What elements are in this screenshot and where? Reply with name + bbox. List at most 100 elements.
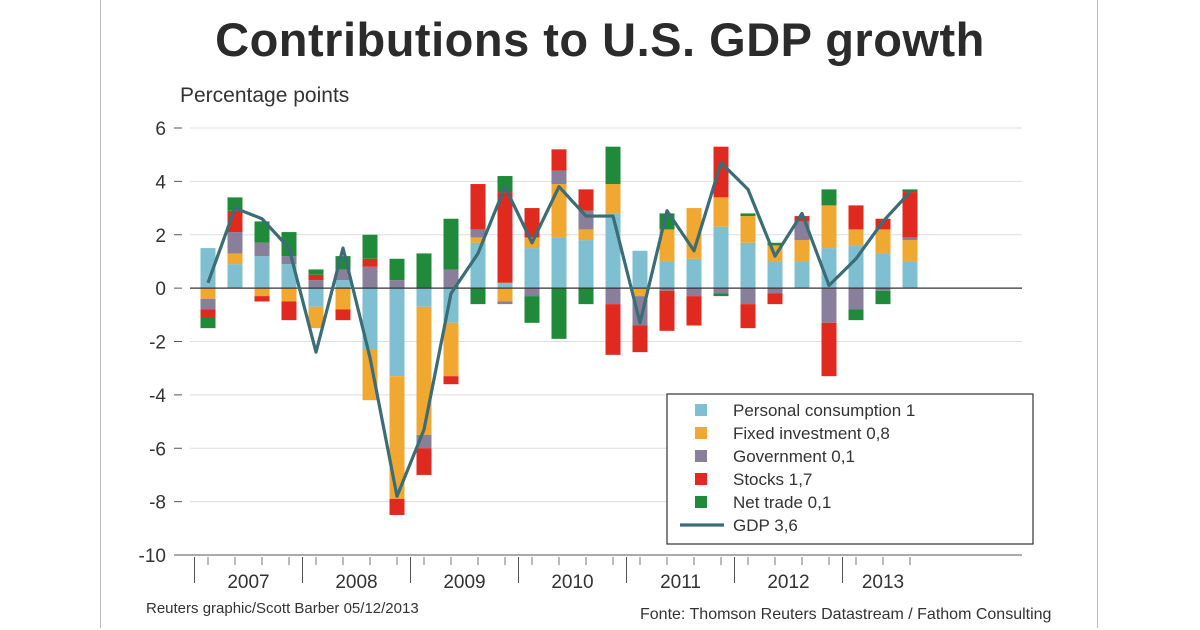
- bar-segment-personal-consumption: [227, 264, 243, 289]
- bar-segment-government: [848, 288, 864, 310]
- bar-segment-fixed-investment: [227, 253, 243, 265]
- bar-segment-fixed-investment: [200, 288, 216, 299]
- x-tick-label: 2013: [862, 572, 904, 593]
- bar-segment-personal-consumption: [524, 248, 540, 289]
- bar-segment-government: [362, 266, 378, 289]
- bar-segment-stocks: [902, 192, 918, 238]
- bar-segment-net-trade: [821, 189, 837, 206]
- bar-segment-net-trade: [281, 232, 297, 257]
- bar-segment-stocks: [740, 304, 756, 329]
- bar-segment-personal-consumption: [767, 261, 783, 289]
- y-tick-label: 4: [155, 172, 166, 193]
- bar-segment-net-trade: [767, 242, 783, 246]
- bar-segment-net-trade: [200, 317, 216, 329]
- gdp-line-layer: [206, 161, 912, 498]
- bar-segment-personal-consumption: [389, 288, 405, 377]
- bar-segment-government: [767, 288, 783, 294]
- bar-segment-personal-consumption: [551, 237, 567, 289]
- bar-segment-net-trade: [875, 290, 891, 305]
- y-tick-label: -6: [149, 439, 166, 460]
- bar-segment-fixed-investment: [416, 306, 432, 435]
- legend-label: GDP 3,6: [733, 516, 798, 535]
- legend-swatch-personal-consumption: [695, 404, 707, 416]
- gdp-line: [206, 161, 912, 498]
- bar-segment-stocks: [551, 149, 567, 171]
- bar-segment-government: [659, 288, 675, 291]
- bar-segment-net-trade: [470, 288, 486, 305]
- legend-swatch-net-trade: [695, 496, 707, 508]
- bar-segment-personal-consumption: [686, 258, 702, 289]
- bar-segment-personal-consumption: [200, 248, 216, 289]
- bar-segment-net-trade: [713, 293, 729, 297]
- bar-segment-government: [308, 280, 324, 289]
- x-tick-label: 2010: [551, 572, 593, 593]
- y-tick-label: -4: [149, 386, 166, 407]
- legend-swatch-fixed-investment: [695, 427, 707, 439]
- bar-segment-stocks: [443, 376, 459, 385]
- x-tick-label: 2007: [227, 572, 269, 593]
- bar-segment-stocks: [821, 322, 837, 377]
- bar-segment-stocks: [497, 192, 513, 283]
- bar-segment-government: [254, 242, 270, 257]
- legend: Personal consumption 1 Fixed investment 0…: [666, 393, 1034, 545]
- legend-box: [666, 393, 1034, 545]
- bar-segment-government: [335, 269, 351, 281]
- bar-segment-fixed-investment: [470, 237, 486, 243]
- bar-segment-net-trade: [740, 213, 756, 217]
- bar-segment-stocks: [794, 216, 810, 222]
- bar-segment-fixed-investment: [308, 306, 324, 329]
- legend-label: Personal consumption 1: [733, 401, 915, 420]
- y-tick-label: 6: [155, 119, 166, 140]
- bar-segment-fixed-investment: [794, 240, 810, 262]
- y-axis-label: Percentage points: [180, 84, 350, 107]
- y-tick-label: -10: [139, 546, 166, 567]
- bar-segment-personal-consumption: [659, 261, 675, 289]
- bar-segment-fixed-investment: [254, 288, 270, 297]
- bar-segment-net-trade: [902, 189, 918, 193]
- y-tick-label: 0: [155, 279, 166, 300]
- bar-segment-personal-consumption: [335, 280, 351, 289]
- bar-segment-government: [605, 288, 621, 305]
- bar-segment-personal-consumption: [281, 264, 297, 289]
- y-tick-label: -8: [149, 493, 166, 514]
- bar-segment-government: [389, 280, 405, 289]
- bar-segment-net-trade: [497, 176, 513, 193]
- bar-segment-government: [902, 237, 918, 241]
- bar-segment-fixed-investment: [740, 216, 756, 243]
- bar-segment-stocks: [713, 146, 729, 198]
- source-text: Fonte: Thomson Reuters Datastream / Fath…: [640, 606, 1052, 623]
- legend-label: Stocks 1,7: [733, 470, 812, 489]
- bar-segment-stocks: [362, 258, 378, 267]
- bar-segment-net-trade: [416, 253, 432, 289]
- x-tick-label: 2012: [767, 572, 809, 593]
- bar-segment-personal-consumption: [362, 288, 378, 350]
- x-tick-label: 2011: [660, 572, 701, 593]
- bar-segment-government: [470, 229, 486, 238]
- bar-segment-personal-consumption: [632, 250, 648, 289]
- bar-segment-government: [875, 288, 891, 291]
- bar-segment-personal-consumption: [902, 261, 918, 289]
- bar-segment-personal-consumption: [740, 242, 756, 289]
- bar-segment-government: [497, 301, 513, 305]
- y-tick-label: -2: [149, 333, 166, 354]
- bar-segment-net-trade: [578, 288, 594, 305]
- chart-title: Contributions to U.S. GDP growth: [215, 13, 985, 66]
- legend-label: Fixed investment 0,8: [733, 424, 890, 443]
- bar-segment-stocks: [848, 205, 864, 230]
- bar-segment-government: [686, 288, 702, 297]
- bar-segment-fixed-investment: [821, 205, 837, 249]
- bar-segment-stocks: [308, 274, 324, 281]
- bar-segment-fixed-investment: [281, 288, 297, 302]
- bar-segment-government: [740, 288, 756, 305]
- bar-segment-net-trade: [308, 269, 324, 275]
- y-tick-label: 2: [155, 226, 166, 247]
- bar-segment-government: [821, 288, 837, 323]
- bar-segment-personal-consumption: [605, 213, 621, 289]
- bar-segment-government: [524, 288, 540, 297]
- bar-segment-personal-consumption: [794, 261, 810, 289]
- x-tick-label: 2009: [443, 572, 485, 593]
- bar-segment-stocks: [416, 448, 432, 475]
- bar-segment-net-trade: [362, 234, 378, 259]
- bar-segment-personal-consumption: [470, 242, 486, 289]
- bar-segment-net-trade: [551, 288, 567, 339]
